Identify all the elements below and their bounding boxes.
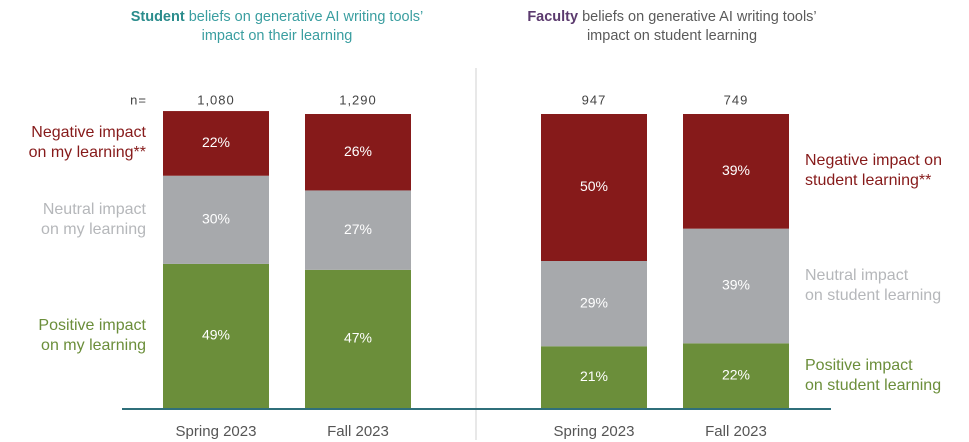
bar-segment [163, 175, 269, 264]
chart-title: Faculty beliefs on generative AI writing… [512, 8, 832, 46]
bar-segment [163, 111, 269, 176]
value-label: 26% [344, 143, 372, 159]
n-value: 749 [724, 92, 749, 107]
legend-label: Negative impact on student learning** [805, 152, 942, 190]
chart-title: Student beliefs on generative AI writing… [117, 8, 437, 46]
value-label: 39% [722, 277, 750, 293]
value-label: 27% [344, 221, 372, 237]
x-tick-label: Fall 2023 [705, 423, 767, 440]
value-label: 21% [580, 368, 608, 384]
legend-label: Neutral impact on student learning [805, 266, 942, 304]
bar-segment [163, 263, 269, 408]
legend-label: Positive impact on my learning [38, 316, 146, 354]
legend-label: Neutral impact on my learning [41, 200, 146, 238]
title-lead: Faculty [527, 9, 579, 25]
bar-segment [683, 114, 789, 229]
bar-segment [683, 228, 789, 344]
x-tick-label: Spring 2023 [176, 423, 257, 440]
bar-segment [305, 269, 411, 408]
bar-segment [541, 114, 647, 261]
value-label: 49% [202, 327, 230, 343]
value-label: 47% [344, 330, 372, 346]
n-value: 1,080 [197, 92, 235, 107]
bar-segment [541, 261, 647, 347]
value-label: 22% [722, 366, 750, 382]
value-label: 29% [580, 294, 608, 310]
title-text: beliefs on generative AI writing tools’ … [188, 9, 424, 44]
x-tick-label: Spring 2023 [554, 423, 635, 440]
x-tick-label: Fall 2023 [327, 423, 389, 440]
value-label: 50% [580, 178, 608, 194]
value-label: 30% [202, 211, 230, 227]
bar-segment [305, 114, 411, 191]
bar-segment [541, 346, 647, 408]
legend-label: Negative impact on my learning** [28, 124, 146, 162]
value-label: 22% [202, 134, 230, 150]
n-value: 947 [582, 92, 607, 107]
value-label: 39% [722, 162, 750, 178]
title-text: beliefs on generative AI writing tools’ … [582, 9, 817, 44]
n-label: n= [130, 92, 147, 107]
title-lead: Student [130, 9, 185, 25]
bar-segment [305, 190, 411, 270]
bar-segment [683, 343, 789, 408]
legend-label: Positive impact on student learning [805, 356, 942, 394]
n-value: 1,290 [339, 92, 377, 107]
